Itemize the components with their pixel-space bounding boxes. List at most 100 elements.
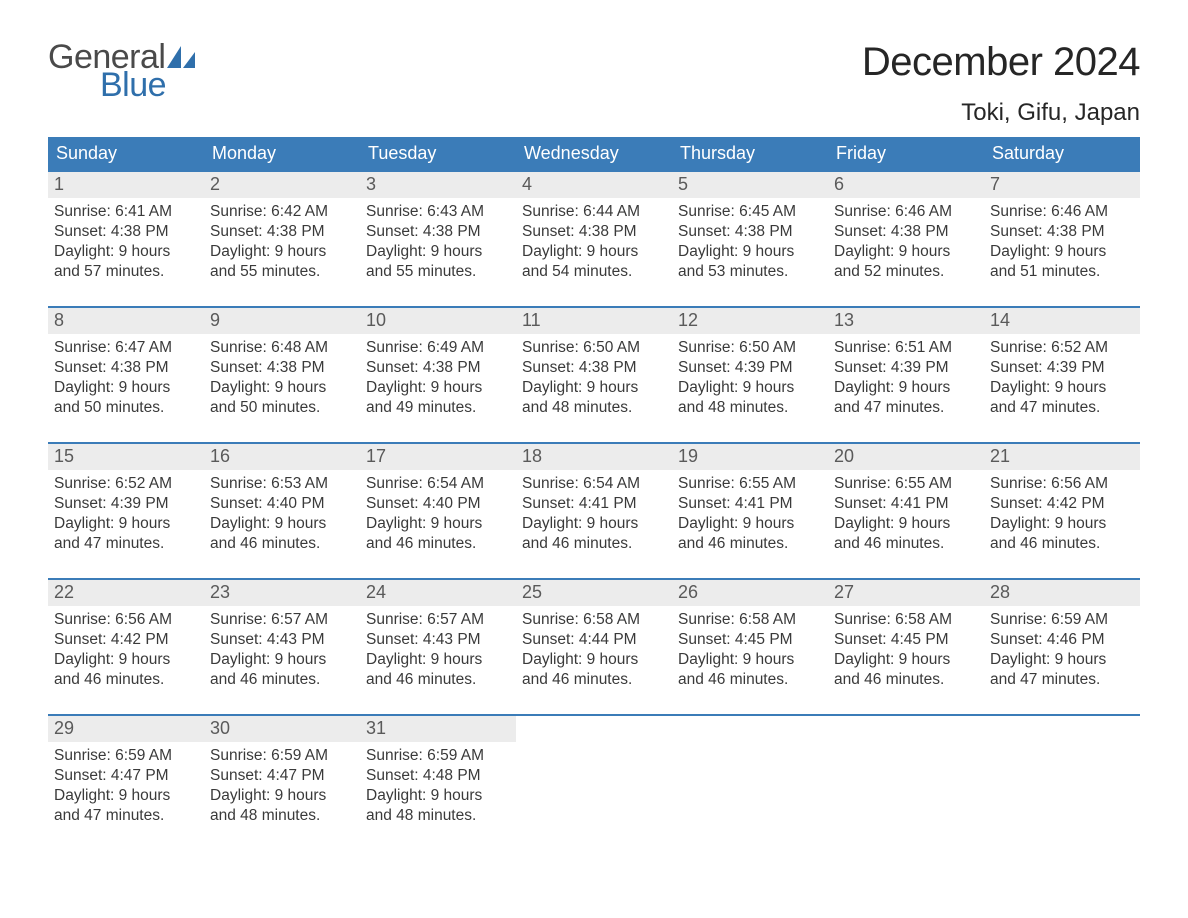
dow-cell: Sunday — [48, 137, 204, 170]
day-body: Sunrise: 6:57 AMSunset: 4:43 PMDaylight:… — [204, 606, 360, 697]
daylight-line-2: and 48 minutes. — [678, 398, 822, 418]
daylight-line-1: Daylight: 9 hours — [210, 242, 354, 262]
day-body: Sunrise: 6:43 AMSunset: 4:38 PMDaylight:… — [360, 198, 516, 289]
sunset-line: Sunset: 4:40 PM — [210, 494, 354, 514]
day-number: 21 — [984, 444, 1140, 470]
sunset-line: Sunset: 4:38 PM — [54, 222, 198, 242]
daylight-line-2: and 55 minutes. — [366, 262, 510, 282]
sunrise-line: Sunrise: 6:42 AM — [210, 202, 354, 222]
daylight-line-1: Daylight: 9 hours — [54, 650, 198, 670]
day-number — [984, 716, 1140, 742]
sunset-line: Sunset: 4:41 PM — [834, 494, 978, 514]
daylight-line-2: and 46 minutes. — [678, 534, 822, 554]
sunrise-line: Sunrise: 6:43 AM — [366, 202, 510, 222]
calendar-day-empty — [828, 716, 984, 836]
dow-cell: Thursday — [672, 137, 828, 170]
daylight-line-2: and 53 minutes. — [678, 262, 822, 282]
daylight-line-2: and 48 minutes. — [366, 806, 510, 826]
calendar-day: 31Sunrise: 6:59 AMSunset: 4:48 PMDayligh… — [360, 716, 516, 836]
day-body: Sunrise: 6:59 AMSunset: 4:47 PMDaylight:… — [48, 742, 204, 833]
daylight-line-1: Daylight: 9 hours — [990, 378, 1134, 398]
daylight-line-1: Daylight: 9 hours — [54, 514, 198, 534]
sunrise-line: Sunrise: 6:59 AM — [990, 610, 1134, 630]
location-label: Toki, Gifu, Japan — [862, 99, 1140, 127]
daylight-line-2: and 55 minutes. — [210, 262, 354, 282]
sunrise-line: Sunrise: 6:54 AM — [522, 474, 666, 494]
calendar-day: 5Sunrise: 6:45 AMSunset: 4:38 PMDaylight… — [672, 172, 828, 292]
calendar-day: 15Sunrise: 6:52 AMSunset: 4:39 PMDayligh… — [48, 444, 204, 564]
sunrise-line: Sunrise: 6:41 AM — [54, 202, 198, 222]
daylight-line-2: and 47 minutes. — [990, 670, 1134, 690]
calendar-day: 18Sunrise: 6:54 AMSunset: 4:41 PMDayligh… — [516, 444, 672, 564]
sunset-line: Sunset: 4:43 PM — [366, 630, 510, 650]
day-body: Sunrise: 6:51 AMSunset: 4:39 PMDaylight:… — [828, 334, 984, 425]
sunrise-line: Sunrise: 6:56 AM — [990, 474, 1134, 494]
daylight-line-2: and 50 minutes. — [210, 398, 354, 418]
daylight-line-2: and 46 minutes. — [366, 670, 510, 690]
day-number: 5 — [672, 172, 828, 198]
day-body: Sunrise: 6:59 AMSunset: 4:47 PMDaylight:… — [204, 742, 360, 833]
daylight-line-2: and 47 minutes. — [54, 534, 198, 554]
calendar-day: 9Sunrise: 6:48 AMSunset: 4:38 PMDaylight… — [204, 308, 360, 428]
day-number: 9 — [204, 308, 360, 334]
sunset-line: Sunset: 4:38 PM — [210, 358, 354, 378]
daylight-line-1: Daylight: 9 hours — [210, 786, 354, 806]
sunset-line: Sunset: 4:42 PM — [990, 494, 1134, 514]
sunset-line: Sunset: 4:48 PM — [366, 766, 510, 786]
daylight-line-1: Daylight: 9 hours — [366, 514, 510, 534]
daylight-line-1: Daylight: 9 hours — [522, 650, 666, 670]
sunrise-line: Sunrise: 6:45 AM — [678, 202, 822, 222]
sunset-line: Sunset: 4:39 PM — [834, 358, 978, 378]
weeks-container: 1Sunrise: 6:41 AMSunset: 4:38 PMDaylight… — [48, 170, 1140, 836]
daylight-line-2: and 50 minutes. — [54, 398, 198, 418]
calendar-day: 6Sunrise: 6:46 AMSunset: 4:38 PMDaylight… — [828, 172, 984, 292]
daylight-line-1: Daylight: 9 hours — [366, 378, 510, 398]
day-body: Sunrise: 6:54 AMSunset: 4:40 PMDaylight:… — [360, 470, 516, 561]
daylight-line-1: Daylight: 9 hours — [522, 514, 666, 534]
daylight-line-1: Daylight: 9 hours — [834, 242, 978, 262]
day-number: 15 — [48, 444, 204, 470]
calendar-day-empty — [984, 716, 1140, 836]
day-body: Sunrise: 6:55 AMSunset: 4:41 PMDaylight:… — [672, 470, 828, 561]
sunrise-line: Sunrise: 6:53 AM — [210, 474, 354, 494]
calendar-grid: SundayMondayTuesdayWednesdayThursdayFrid… — [48, 137, 1140, 836]
day-body: Sunrise: 6:45 AMSunset: 4:38 PMDaylight:… — [672, 198, 828, 289]
daylight-line-2: and 46 minutes. — [522, 670, 666, 690]
calendar-day: 10Sunrise: 6:49 AMSunset: 4:38 PMDayligh… — [360, 308, 516, 428]
day-number: 22 — [48, 580, 204, 606]
sunset-line: Sunset: 4:39 PM — [990, 358, 1134, 378]
day-body: Sunrise: 6:58 AMSunset: 4:44 PMDaylight:… — [516, 606, 672, 697]
dow-cell: Tuesday — [360, 137, 516, 170]
daylight-line-1: Daylight: 9 hours — [834, 514, 978, 534]
sunrise-line: Sunrise: 6:51 AM — [834, 338, 978, 358]
sunset-line: Sunset: 4:41 PM — [678, 494, 822, 514]
daylight-line-1: Daylight: 9 hours — [54, 242, 198, 262]
sunrise-line: Sunrise: 6:47 AM — [54, 338, 198, 358]
sunset-line: Sunset: 4:38 PM — [990, 222, 1134, 242]
header: General Blue December 2024 Toki, Gifu, J… — [48, 40, 1140, 127]
calendar-day-empty — [672, 716, 828, 836]
day-number: 1 — [48, 172, 204, 198]
sunrise-line: Sunrise: 6:52 AM — [990, 338, 1134, 358]
sunrise-line: Sunrise: 6:57 AM — [210, 610, 354, 630]
day-body: Sunrise: 6:41 AMSunset: 4:38 PMDaylight:… — [48, 198, 204, 289]
day-number: 26 — [672, 580, 828, 606]
day-number: 11 — [516, 308, 672, 334]
calendar-day: 3Sunrise: 6:43 AMSunset: 4:38 PMDaylight… — [360, 172, 516, 292]
day-body: Sunrise: 6:52 AMSunset: 4:39 PMDaylight:… — [984, 334, 1140, 425]
sunset-line: Sunset: 4:42 PM — [54, 630, 198, 650]
daylight-line-2: and 46 minutes. — [366, 534, 510, 554]
daylight-line-2: and 46 minutes. — [678, 670, 822, 690]
day-number — [672, 716, 828, 742]
sail-icon — [167, 46, 195, 68]
calendar-day: 11Sunrise: 6:50 AMSunset: 4:38 PMDayligh… — [516, 308, 672, 428]
day-body: Sunrise: 6:55 AMSunset: 4:41 PMDaylight:… — [828, 470, 984, 561]
sunrise-line: Sunrise: 6:52 AM — [54, 474, 198, 494]
daylight-line-1: Daylight: 9 hours — [678, 378, 822, 398]
sunset-line: Sunset: 4:40 PM — [366, 494, 510, 514]
daylight-line-1: Daylight: 9 hours — [54, 786, 198, 806]
title-block: December 2024 Toki, Gifu, Japan — [862, 40, 1140, 127]
day-body: Sunrise: 6:59 AMSunset: 4:46 PMDaylight:… — [984, 606, 1140, 697]
sunset-line: Sunset: 4:38 PM — [210, 222, 354, 242]
sunrise-line: Sunrise: 6:49 AM — [366, 338, 510, 358]
